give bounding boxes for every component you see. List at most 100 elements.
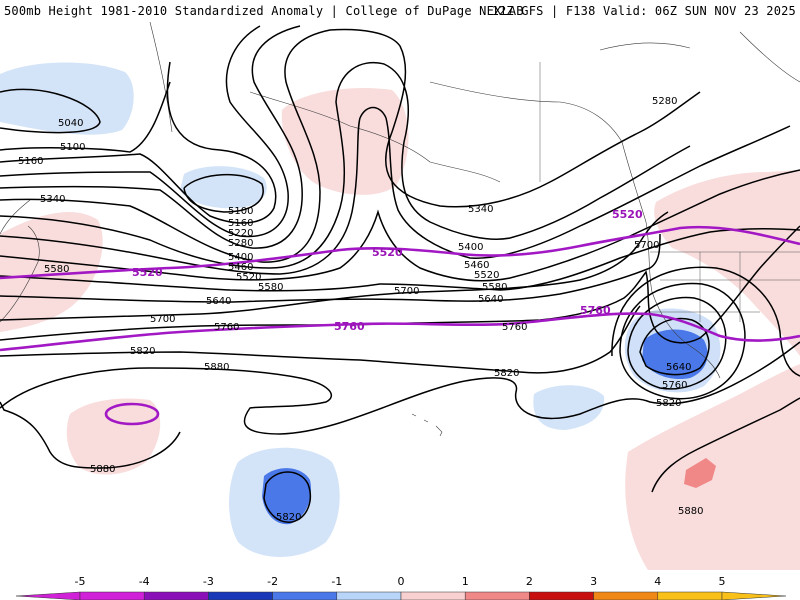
label-5100-nw: 5100 — [60, 142, 85, 153]
highlight-labels: 5520 5520 5520 5760 5760 — [132, 208, 643, 333]
label-5160-w: 5160 — [18, 156, 43, 167]
color-swatch — [79, 591, 145, 600]
contour-labels: 5040 5100 5160 5340 5580 5100 5160 5220 … — [18, 96, 703, 523]
label-5640-c: 5640 — [206, 296, 231, 307]
contour-5880-main — [0, 341, 800, 435]
color-swatch — [272, 591, 338, 600]
contour-5640-low — [639, 317, 710, 376]
label-5280-low: 5280 — [228, 238, 253, 249]
contour-5760-low — [619, 282, 746, 400]
label-5700-w: 5700 — [150, 314, 175, 325]
color-scale-tick-label: 3 — [590, 575, 597, 588]
color-scale-swatches — [15, 591, 787, 600]
color-scale-tick-label: -2 — [267, 575, 278, 588]
contour-5520 — [0, 169, 800, 282]
purple-label-5760-c: 5760 — [334, 320, 365, 333]
label-5880-se: 5880 — [678, 506, 703, 517]
label-5820-e: 5820 — [494, 368, 519, 379]
purple-5520 — [0, 225, 800, 280]
label-5820-s: 5820 — [276, 512, 301, 523]
label-5460-c: 5460 — [228, 262, 253, 273]
purple-5880-closed — [104, 402, 160, 426]
pos-anomaly-southeast-core — [684, 458, 716, 488]
label-5880-sw: 5880 — [90, 464, 115, 475]
label-5340-w: 5340 — [40, 194, 65, 205]
contour-5160 — [0, 61, 277, 224]
purple-label-5520-e: 5520 — [612, 208, 643, 221]
purple-5760 — [0, 312, 800, 352]
contour-5040 — [0, 88, 101, 134]
label-5040: 5040 — [58, 118, 83, 129]
color-swatch — [208, 591, 273, 600]
contour-5880-sw — [0, 401, 181, 469]
contour-5820-south — [263, 471, 312, 523]
contour-5700-low — [627, 296, 727, 390]
highlight-contours — [0, 225, 800, 426]
color-scale-bar: -5 -4 -3 -2 -1 0 1 2 3 4 5 — [15, 575, 787, 600]
label-5160-low: 5160 — [228, 218, 253, 229]
label-5700-mid: 5700 — [394, 286, 419, 297]
label-5520-e: 5520 — [474, 270, 499, 281]
map-title: 500mb Height 1981-2010 Standardized Anom… — [4, 4, 524, 18]
anomaly-shading — [0, 62, 800, 570]
color-scale-tick-label: 5 — [719, 575, 726, 588]
label-5700-e: 5700 — [634, 240, 659, 251]
label-5580-e: 5580 — [482, 282, 507, 293]
purple-label-5520-c: 5520 — [372, 246, 403, 259]
label-5820-w: 5820 — [130, 346, 155, 357]
contour-5880-se — [651, 397, 800, 493]
contour-5340 — [0, 28, 701, 263]
label-5340-ak: 5340 — [468, 204, 493, 215]
label-5880-c: 5880 — [204, 362, 229, 373]
color-swatch — [143, 591, 209, 600]
anomaly-map: 5040 5100 5160 5340 5580 5100 5160 5220 … — [0, 22, 800, 570]
color-scale-tick-label: -4 — [139, 575, 150, 588]
contour-5760 — [0, 225, 800, 344]
label-5460-e: 5460 — [464, 260, 489, 271]
neg-anomaly-south-central-core — [262, 468, 312, 525]
color-swatch — [657, 591, 723, 600]
color-scale-tick-label: -5 — [75, 575, 86, 588]
purple-label-5520-w: 5520 — [132, 266, 163, 279]
contour-5580 — [0, 227, 800, 292]
header: 500mb Height 1981-2010 Standardized Anom… — [0, 0, 800, 22]
label-5640-low: 5640 — [666, 362, 691, 373]
label-5760-c: 5760 — [214, 322, 239, 333]
contour-5460 — [0, 106, 791, 275]
contour-5820 — [0, 305, 641, 374]
label-5760-e: 5760 — [502, 322, 527, 333]
contour-5220 — [0, 25, 289, 238]
contour-5700 — [0, 211, 669, 321]
color-swatch-arrow-low — [15, 591, 81, 600]
label-5400-e: 5400 — [458, 242, 483, 253]
contour-5280 — [0, 25, 303, 249]
color-swatch — [336, 591, 402, 600]
pos-anomaly-gulf — [281, 88, 409, 195]
color-swatch-arrow-high — [721, 591, 787, 600]
pos-anomaly-central-pacific — [66, 398, 161, 475]
contour-5400 — [0, 61, 691, 269]
color-swatch — [529, 591, 594, 600]
color-scale-tick-label: 1 — [462, 575, 469, 588]
purple-label-5760-e: 5760 — [580, 304, 611, 317]
color-scale-tick-label: 2 — [526, 575, 533, 588]
pos-anomaly-japan — [0, 212, 103, 332]
color-swatch — [593, 591, 659, 600]
color-scale-ticks: -5 -4 -3 -2 -1 0 1 2 3 4 5 — [75, 575, 726, 588]
pos-anomaly-canada — [654, 170, 800, 356]
label-5760-low: 5760 — [662, 380, 687, 391]
label-5520-c: 5520 — [236, 272, 261, 283]
label-5580-c: 5580 — [258, 282, 283, 293]
label-5220-low: 5220 — [228, 228, 253, 239]
color-scale-tick-label: 0 — [398, 575, 405, 588]
label-5580-w: 5580 — [44, 264, 69, 275]
label-5100-low: 5100 — [228, 206, 253, 217]
color-swatch — [400, 591, 466, 600]
color-scale-tick-label: -1 — [331, 575, 342, 588]
contour-5640 — [0, 233, 661, 303]
contour-5100 — [0, 81, 171, 153]
color-scale-tick-label: 4 — [654, 575, 661, 588]
label-5640-e: 5640 — [478, 294, 503, 305]
color-scale-tick-label: -3 — [203, 575, 214, 588]
label-5280-ne: 5280 — [652, 96, 677, 107]
